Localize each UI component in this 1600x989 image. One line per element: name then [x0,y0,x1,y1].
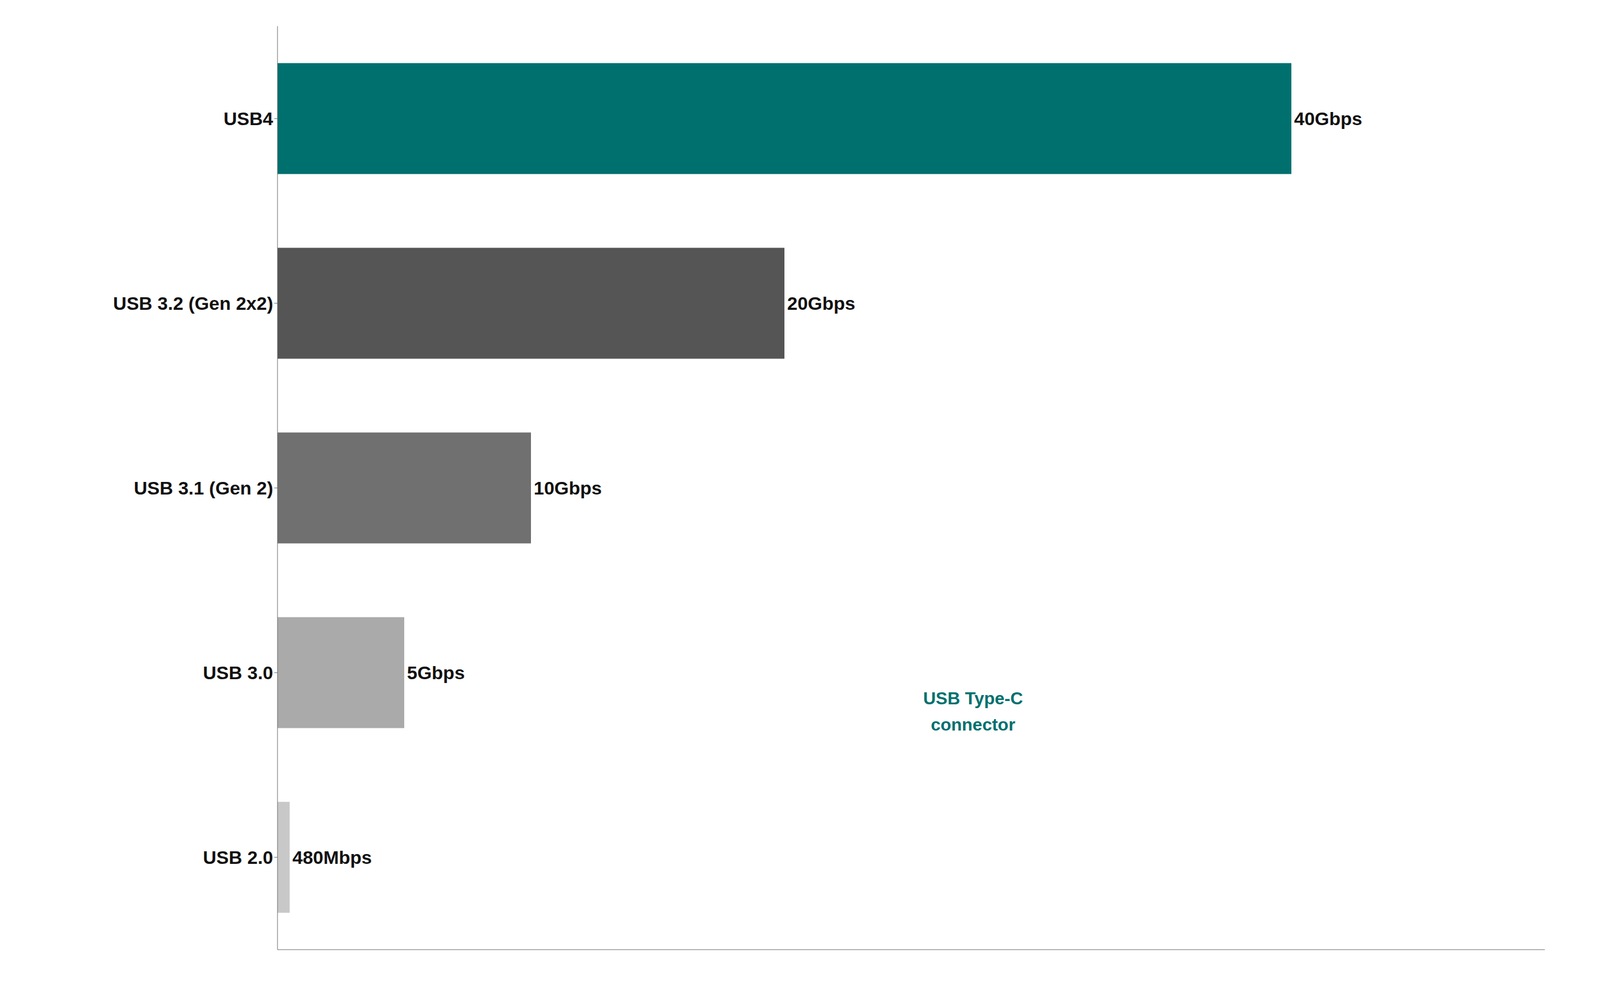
svg-text:USB4: USB4 [223,108,274,129]
svg-text:5Gbps: 5Gbps [406,662,465,683]
svg-text:40Gbps: 40Gbps [1294,108,1363,129]
html-text:USB Type-C: USB Type-C [923,688,1023,708]
svg-text:USB 3.1 (Gen 2): USB 3.1 (Gen 2) [133,477,274,499]
svg-text:USB 2.0: USB 2.0 [203,846,274,868]
svg-text:USB 3.2 (Gen 2x2): USB 3.2 (Gen 2x2) [113,292,274,314]
html-text:connector: connector [930,714,1016,735]
svg-text:10Gbps: 10Gbps [533,477,602,499]
svg-text:20Gbps: 20Gbps [787,292,856,314]
svg-text:480Mbps: 480Mbps [292,846,373,868]
svg-text:USB 3.0: USB 3.0 [203,662,274,683]
